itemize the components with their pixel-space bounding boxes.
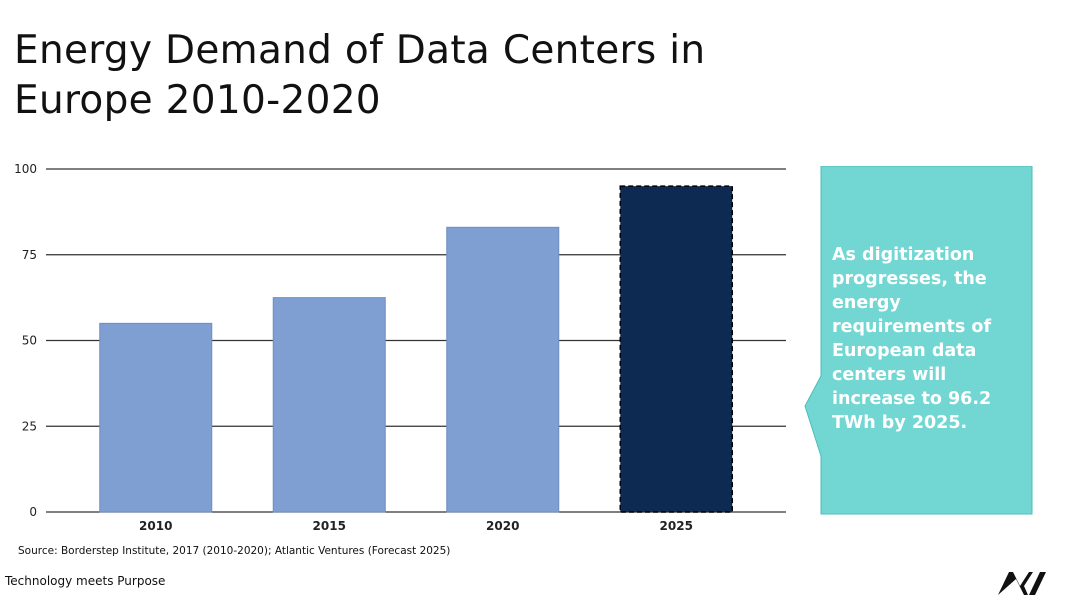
bar — [446, 226, 560, 513]
y-tick-label: 50 — [22, 334, 37, 348]
y-tick-label: 0 — [29, 505, 37, 519]
callout-shape — [804, 166, 1033, 515]
x-tick-label: 2010 — [139, 519, 172, 533]
callout-text: As digitization progresses, the energy r… — [832, 245, 992, 433]
footer-tagline: Technology meets Purpose — [5, 574, 166, 588]
bar — [99, 322, 213, 513]
x-tick-label: 2020 — [486, 519, 519, 533]
callout-box — [804, 166, 1033, 515]
x-tick-label: 2015 — [313, 519, 346, 533]
y-tick-label: 25 — [22, 419, 37, 433]
company-logo-icon — [998, 572, 1046, 595]
x-tick-label: 2025 — [660, 519, 693, 533]
slide-title: Energy Demand of Data Centers in Europe … — [14, 28, 706, 123]
source-note: Source: Borderstep Institute, 2017 (2010… — [18, 545, 451, 557]
y-tick-label: 75 — [22, 248, 37, 262]
bar — [272, 297, 386, 513]
y-tick-label: 100 — [14, 162, 37, 176]
forecast-bar — [619, 185, 733, 513]
